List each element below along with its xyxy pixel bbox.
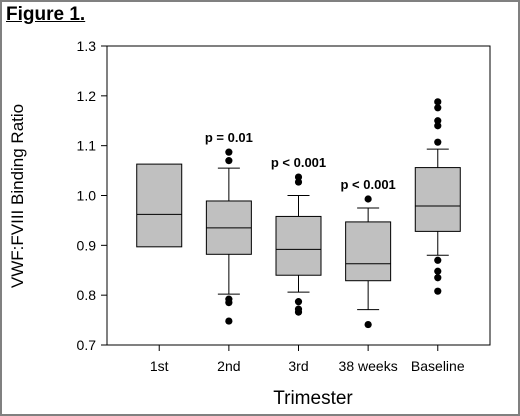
outlier-point <box>434 256 442 264</box>
figure-label: Figure 1. <box>6 4 86 25</box>
outlier-point <box>434 138 442 146</box>
outlier-point <box>225 157 233 165</box>
outlier-point <box>434 274 442 282</box>
y-tick-label: 1.0 <box>77 188 97 204</box>
outlier-point <box>434 267 442 275</box>
y-tick-label: 0.8 <box>77 287 97 303</box>
x-tick-label: Baseline <box>411 358 465 374</box>
outlier-point <box>434 117 442 125</box>
box-iqr <box>345 221 392 282</box>
y-tick-label: 1.3 <box>77 38 97 54</box>
significance-label: p < 0.001 <box>271 155 326 170</box>
box-iqr <box>136 163 183 248</box>
outlier-point <box>294 305 303 313</box>
x-tick-label: 1st <box>150 358 169 374</box>
box-group: p < 0.001 <box>271 155 326 316</box>
significance-label: p < 0.001 <box>340 177 395 192</box>
box-iqr <box>275 215 322 276</box>
x-tick-label: 38 weeks <box>339 358 398 374</box>
y-tick-label: 0.9 <box>77 237 97 253</box>
y-tick-label: 1.1 <box>77 138 97 154</box>
box-group <box>414 98 461 295</box>
chart-marks: p = 0.01 p < 0.001 p < 0.001 <box>136 98 461 329</box>
significance-label: p = 0.01 <box>205 130 253 145</box>
y-tick-label: 1.2 <box>77 88 97 104</box>
outlier-point <box>364 195 372 203</box>
box-group <box>136 163 183 248</box>
box-iqr <box>414 167 461 232</box>
outlier-point <box>434 98 442 106</box>
outlier-point <box>434 122 442 130</box>
axes: 0.7 0.8 0.9 1.0 1.1 1.2 1.3 1st 2nd 3rd 38 weeks Ba… <box>77 38 491 374</box>
y-axis-label: VWF:FVIII Binding Ratio <box>8 104 27 288</box>
outlier-point <box>434 104 442 112</box>
outlier-point <box>225 317 233 325</box>
outlier-point <box>225 295 233 303</box>
outlier-point <box>294 298 303 306</box>
box-group: p = 0.01 <box>205 130 253 325</box>
outlier-point <box>434 287 442 295</box>
y-tick-label: 0.7 <box>77 337 97 353</box>
outlier-point <box>294 178 303 186</box>
outlier-point <box>364 320 372 329</box>
box-group: p < 0.001 <box>340 177 396 329</box>
x-tick-label: 2nd <box>217 358 240 374</box>
outlier-point <box>294 173 303 181</box>
x-axis-label: Trimester <box>273 388 353 409</box>
x-tick-label: 3rd <box>288 358 308 374</box>
outlier-point <box>225 148 233 156</box>
